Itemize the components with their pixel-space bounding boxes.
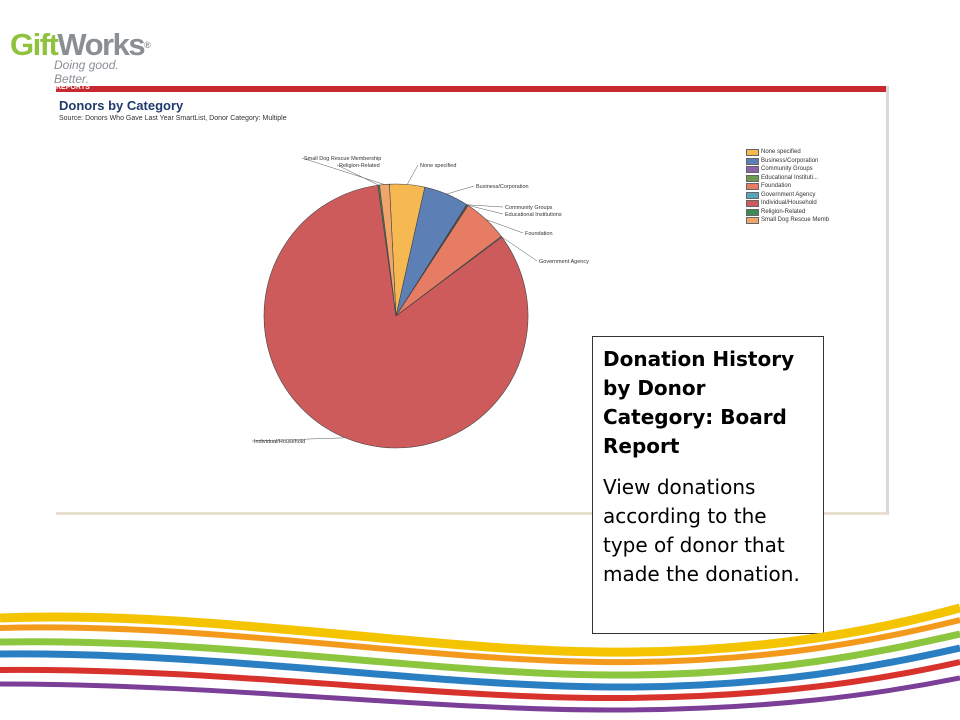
swoosh-band-green [0, 630, 960, 679]
report-header-bar: REPORTS [56, 84, 886, 92]
legend-item: None specified [746, 148, 866, 157]
report-screenshot: REPORTS Donors by Category Source: Donor… [56, 84, 889, 515]
leader-line [301, 157, 385, 185]
swoosh-band-yellow [0, 603, 960, 657]
swoosh-band-blue [0, 644, 960, 691]
leader-line [485, 219, 524, 234]
legend-label: Individual/Household [761, 200, 817, 206]
description-body: View donations according to the type of … [603, 475, 800, 586]
slice-label: Business/Corporation [476, 184, 529, 190]
swoosh-band-red [0, 659, 960, 702]
chart-legend: None specified Business/Corporation Commun… [746, 148, 866, 225]
legend-label: Foundation [761, 183, 792, 189]
legend-swatch [746, 149, 759, 156]
swoosh-band-orange [0, 617, 960, 666]
legend-item: Individual/Household [746, 199, 866, 208]
legend-item: Community Groups [746, 165, 866, 174]
legend-item: Business/Corporation [746, 157, 866, 166]
logo-tagline: Doing good. Better. [54, 58, 119, 86]
legend-label: Small Dog Rescue Memb [761, 217, 830, 223]
leader-line [406, 164, 419, 185]
pie-slice [379, 183, 397, 317]
legend-label: Business/Corporation [761, 157, 819, 164]
logo-wordmark: GiftWorks® [10, 27, 151, 62]
legend-swatch [746, 166, 759, 173]
slice-label: Community Groups [505, 205, 553, 211]
legend-swatch [746, 191, 759, 199]
report-title: Donors by Category [59, 98, 184, 113]
legend-swatch [746, 174, 759, 182]
slice-label: Small Dog Rescue Membership [304, 156, 381, 162]
slice-label: Government Agency [539, 259, 589, 265]
leader-line [467, 204, 504, 215]
giftworks-logo: GiftWorks® Doing good. Better. [10, 27, 151, 87]
legend-item: Government Agency [746, 191, 866, 200]
legend-label: Religion-Related [761, 208, 806, 215]
description-box: Donation History by Donor Category: Boar… [592, 336, 824, 634]
slice-label: Foundation [525, 231, 553, 237]
swoosh-band-purple [0, 675, 960, 713]
slice-label: Educational Institutions [505, 212, 562, 218]
description-title: Donation History by Donor Category: Boar… [603, 347, 795, 458]
legend-item: Small Dog Rescue Memb [746, 216, 866, 225]
slice-label: None specified [420, 163, 456, 169]
report-header-label: REPORTS [56, 84, 90, 91]
legend-swatch [746, 157, 759, 165]
slice-label: Individual/Household [254, 439, 305, 445]
leader-line [251, 437, 346, 442]
leader-line [446, 185, 475, 195]
pie-chart: None specified Business/Corporation Commun… [251, 156, 589, 449]
legend-item: Educational Instituti... [746, 174, 866, 183]
leader-line [336, 164, 379, 186]
decorative-swoosh [0, 603, 960, 713]
leader-line [501, 236, 538, 262]
legend-swatch [746, 200, 759, 207]
legend-swatch [746, 208, 759, 216]
legend-label: Government Agency [761, 191, 816, 198]
legend-label: None specified [761, 149, 801, 155]
legend-label: Community Groups [761, 166, 813, 172]
legend-item: Religion-Related [746, 208, 866, 217]
slice-label: Religion-Related [339, 163, 380, 169]
report-source: Source: Donors Who Gave Last Year SmartL… [59, 115, 287, 122]
legend-swatch [746, 217, 759, 224]
leader-line [467, 204, 504, 208]
legend-swatch [746, 183, 759, 190]
legend-item: Foundation [746, 182, 866, 191]
legend-label: Educational Instituti... [761, 174, 819, 181]
